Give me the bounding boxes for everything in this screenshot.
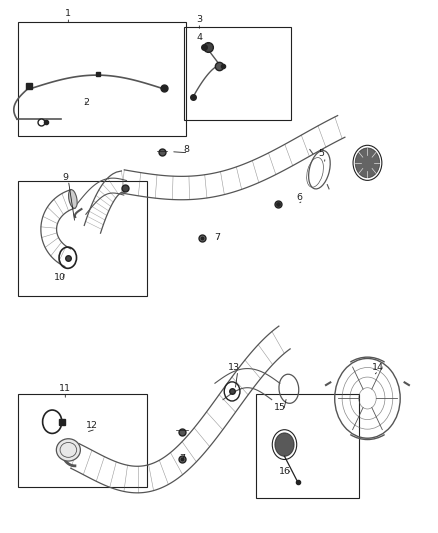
Text: 3: 3 [196,15,202,24]
Bar [256,394,359,498]
Text: 7: 7 [214,233,220,242]
Text: 16: 16 [279,467,290,475]
Ellipse shape [57,439,81,461]
Bar [18,22,186,136]
Text: 5: 5 [318,149,325,158]
Text: 15: 15 [274,403,286,412]
Circle shape [275,433,294,456]
Text: 6: 6 [297,193,303,202]
Text: 12: 12 [86,422,99,431]
Bar [18,181,147,296]
Text: 1: 1 [65,10,71,19]
Text: 4: 4 [196,34,202,43]
Text: 13: 13 [228,363,240,372]
Text: 10: 10 [53,273,66,281]
Text: 8: 8 [183,145,189,154]
Bar [184,27,291,120]
Circle shape [355,148,380,177]
Bar [18,394,147,487]
Text: 2: 2 [83,98,89,107]
Text: 14: 14 [372,363,385,372]
Text: 9: 9 [62,173,68,182]
Text: 7: 7 [179,455,185,463]
Text: 11: 11 [59,384,71,393]
Ellipse shape [69,190,77,208]
